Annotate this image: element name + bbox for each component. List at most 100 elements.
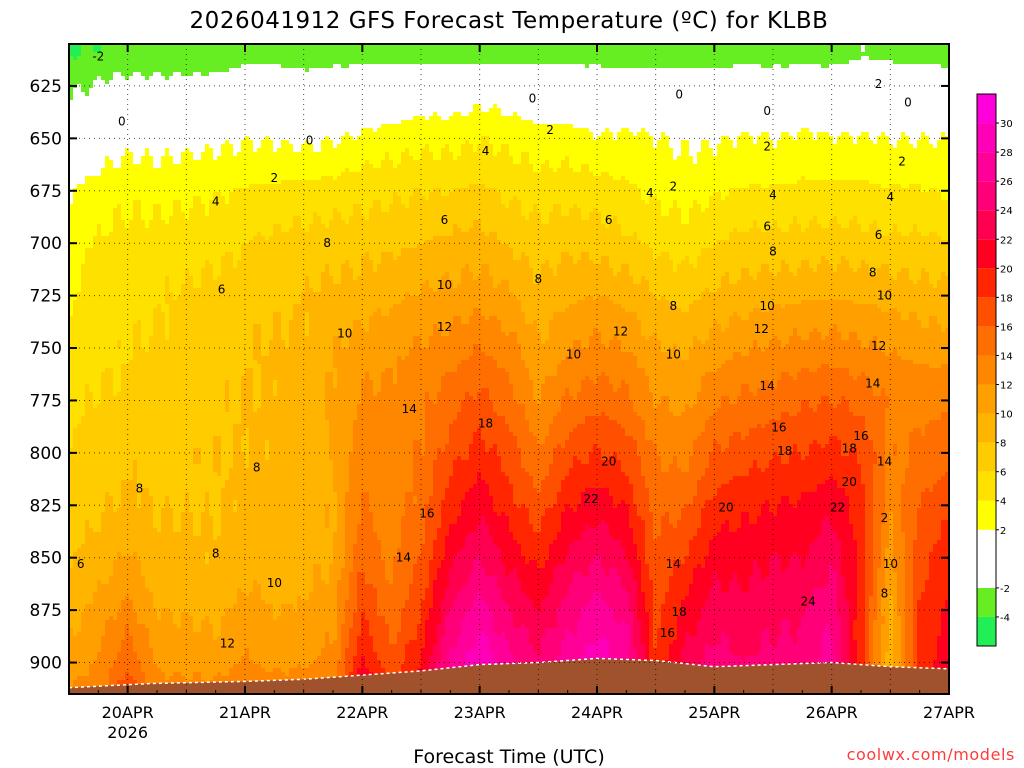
field-cell <box>481 560 501 564</box>
field-cell <box>133 72 141 76</box>
field-cell <box>673 152 681 156</box>
field-cell <box>865 660 869 664</box>
field-cell <box>233 256 241 260</box>
field-cell <box>489 272 533 276</box>
field-cell <box>693 452 709 456</box>
field-cell <box>365 252 369 256</box>
field-cell <box>265 452 269 456</box>
field-cell <box>501 320 525 324</box>
field-cell <box>905 656 913 660</box>
field-cell <box>281 64 333 68</box>
field-cell <box>253 328 261 332</box>
field-cell <box>361 624 369 628</box>
field-cell <box>625 556 637 560</box>
field-cell <box>337 632 341 636</box>
field-cell <box>397 376 441 380</box>
field-cell <box>329 576 341 580</box>
field-cell <box>901 356 949 360</box>
field-cell <box>433 580 449 584</box>
field-cell <box>841 656 849 660</box>
field-cell <box>585 644 609 648</box>
field-cell <box>329 504 337 508</box>
field-cell <box>185 276 193 280</box>
field-cell <box>569 352 633 356</box>
field-cell <box>533 384 541 388</box>
field-cell <box>421 148 429 152</box>
field-cell <box>697 256 821 260</box>
field-cell <box>649 648 669 652</box>
field-cell <box>497 580 521 584</box>
field-cell <box>401 628 417 632</box>
field-cell <box>585 376 589 380</box>
field-cell <box>345 616 353 620</box>
field-cell <box>877 336 949 340</box>
field-cell <box>453 560 473 564</box>
field-cell <box>865 576 873 580</box>
field-cell <box>453 604 473 608</box>
field-cell <box>849 516 865 520</box>
field-cell <box>605 600 629 604</box>
field-cell <box>317 212 333 216</box>
field-cell <box>105 164 113 168</box>
field-cell <box>69 76 97 80</box>
field-cell <box>465 396 473 400</box>
field-cell <box>73 300 165 304</box>
field-cell <box>141 324 153 328</box>
field-cell <box>261 372 325 376</box>
field-cell <box>557 532 581 536</box>
field-cell <box>353 424 425 428</box>
field-cell <box>345 260 349 264</box>
field-cell <box>449 192 501 196</box>
field-cell <box>641 620 649 624</box>
field-cell <box>533 204 537 208</box>
field-cell <box>173 528 181 532</box>
field-cell <box>885 428 913 432</box>
field-cell <box>393 372 397 376</box>
field-cell <box>609 296 657 300</box>
field-cell <box>349 344 413 348</box>
field-cell <box>173 620 181 624</box>
field-cell <box>637 356 681 360</box>
field-cell <box>89 520 101 524</box>
field-cell <box>633 572 641 576</box>
field-cell <box>789 132 797 136</box>
field-cell <box>449 572 469 576</box>
field-cell <box>769 560 781 564</box>
field-cell <box>401 520 425 524</box>
field-cell <box>449 324 501 328</box>
field-cell <box>277 384 325 388</box>
field-cell <box>249 648 321 652</box>
field-cell <box>169 608 225 612</box>
field-cell <box>889 640 893 644</box>
field-cell <box>917 520 941 524</box>
field-cell <box>593 596 601 600</box>
field-cell <box>689 548 709 552</box>
field-cell <box>345 516 361 520</box>
field-cell <box>73 308 153 312</box>
field-cell <box>465 584 497 588</box>
field-cell <box>69 668 89 672</box>
field-cell <box>397 256 513 260</box>
field-cell <box>641 468 661 472</box>
field-cell <box>69 124 381 128</box>
field-cell <box>609 256 653 260</box>
field-cell <box>689 152 697 156</box>
field-cell <box>293 604 297 608</box>
field-cell <box>841 540 857 544</box>
field-cell <box>609 492 633 496</box>
field-cell <box>709 332 793 336</box>
field-cell <box>449 328 501 332</box>
field-cell <box>81 264 205 268</box>
field-cell <box>529 428 549 432</box>
field-cell <box>889 536 893 540</box>
field-cell <box>921 592 949 596</box>
field-cell <box>649 612 653 616</box>
field-cell <box>629 592 637 596</box>
field-cell <box>69 616 81 620</box>
field-cell <box>869 608 877 612</box>
field-cell <box>325 504 329 508</box>
field-cell <box>201 676 213 680</box>
field-cell <box>705 604 809 608</box>
field-cell <box>841 644 849 648</box>
field-cell <box>633 436 645 440</box>
